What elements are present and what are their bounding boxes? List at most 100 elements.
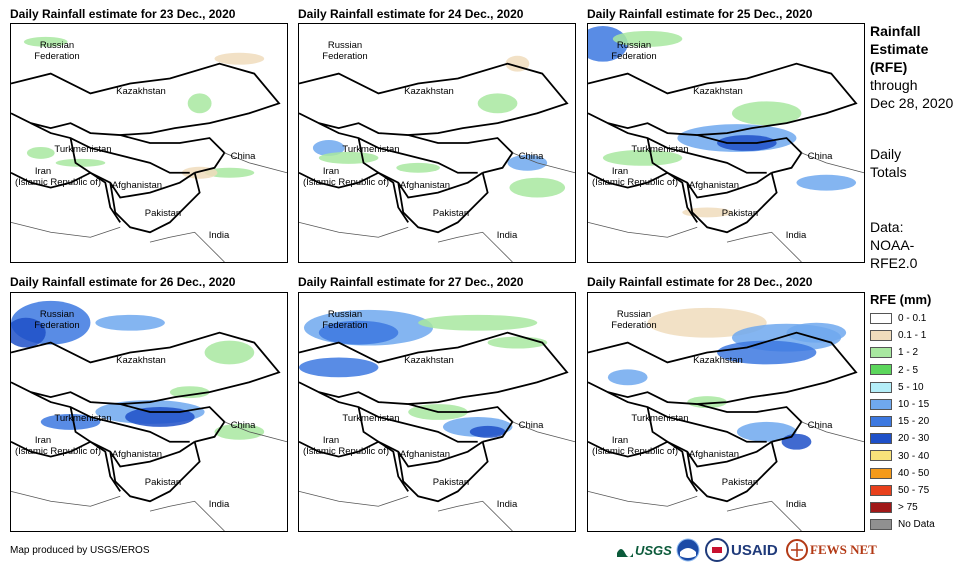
- map-label-russia-1: Russian: [616, 40, 652, 51]
- usgs-logo: USGS: [617, 537, 672, 563]
- map-label-turkmenistan: Turkmenistan: [54, 413, 112, 424]
- legend-swatch: [870, 398, 892, 410]
- map-label-russia-1: Russian: [327, 309, 363, 320]
- country-border: [299, 171, 409, 223]
- country-border: [299, 490, 409, 507]
- legend-label: 40 - 50: [898, 467, 930, 479]
- legend-item: 10 - 15: [870, 398, 929, 412]
- map-label-iran-2: (Islamic Republic of): [591, 177, 679, 188]
- map-label-china: China: [807, 420, 833, 431]
- legend-swatch: [870, 467, 892, 479]
- rainfall-patch: [318, 320, 399, 345]
- map-label-russia-2: Federation: [322, 320, 368, 331]
- map-label-india: India: [785, 230, 807, 241]
- country-border: [119, 403, 226, 443]
- country-border: [801, 152, 864, 174]
- country-border: [646, 137, 773, 199]
- map-label-iran-1: Iran: [322, 435, 340, 446]
- legend-item: 30 - 40: [870, 450, 929, 464]
- map-label-turkmenistan: Turkmenistan: [342, 144, 400, 155]
- country-border: [224, 152, 287, 174]
- map-label-russia-2: Federation: [611, 320, 657, 331]
- map-label-russia-1: Russian: [39, 40, 75, 51]
- map-label-afghanistan: Afghanistan: [688, 180, 740, 191]
- legend-label: 15 - 20: [898, 416, 930, 428]
- rainfall-patch: [204, 340, 255, 365]
- rainfall-patch: [11, 317, 46, 348]
- rainfall-patch: [214, 423, 265, 440]
- country-border: [69, 137, 196, 199]
- country-border: [11, 62, 281, 136]
- rainfall-patch: [607, 369, 648, 386]
- map-label-pakistan: Pakistan: [432, 208, 470, 219]
- legend-label: 0 - 0.1: [898, 313, 927, 324]
- side-title: Rainfall Estimate (RFE): [870, 23, 929, 75]
- rainfall-patch: [736, 421, 797, 442]
- rainfall-patch: [55, 158, 106, 167]
- fewsnet-logo: FEWS NET: [786, 537, 877, 563]
- legend-item: 5 - 10: [870, 381, 924, 395]
- country-border: [357, 137, 484, 199]
- panel-title-3: Daily Rainfall estimate for 25 Dec., 202…: [587, 7, 813, 21]
- map-label-iran-1: Iran: [611, 435, 629, 446]
- map-label-iran-2: (Islamic Republic of): [302, 446, 390, 457]
- rainfall-patch: [509, 177, 566, 198]
- country-border: [397, 441, 489, 503]
- rainfall-patch: [487, 336, 548, 349]
- map-label-india: India: [208, 230, 230, 241]
- usaid-seal: [705, 537, 729, 563]
- legend-item: 40 - 50: [870, 467, 929, 481]
- country-border: [357, 406, 484, 468]
- legend-item: 1 - 2: [870, 346, 918, 360]
- rainfall-patch: [687, 396, 727, 409]
- legend-swatch: [870, 519, 892, 531]
- country-border: [109, 441, 201, 503]
- map-label-russia-1: Russian: [39, 309, 75, 320]
- country-border: [437, 500, 513, 531]
- legend-title: RFE (mm): [870, 292, 932, 307]
- legend-item: 20 - 30: [870, 432, 929, 446]
- country-border: [224, 421, 287, 443]
- map-label-iran-2: (Islamic Republic of): [591, 446, 679, 457]
- panel-title-6: Daily Rainfall estimate for 28 Dec., 202…: [587, 275, 813, 289]
- legend-label: 2 - 5: [898, 364, 919, 376]
- map-label-turkmenistan: Turkmenistan: [631, 144, 689, 155]
- usaid-seal-icon: [705, 538, 729, 562]
- panel-title-2: Daily Rainfall estimate for 24 Dec., 202…: [298, 7, 524, 21]
- legend-item: 2 - 5: [870, 364, 918, 378]
- country-border: [607, 391, 767, 443]
- map-label-pakistan: Pakistan: [144, 208, 182, 219]
- country-border: [726, 500, 802, 531]
- legend-swatch: [870, 450, 892, 462]
- country-border: [588, 331, 858, 405]
- country-border: [588, 490, 698, 507]
- map-canvas: [11, 36, 287, 262]
- country-border: [646, 406, 773, 468]
- legend-label: No Data: [898, 519, 935, 531]
- side-totals: Totals: [870, 164, 907, 180]
- country-border: [149, 500, 225, 531]
- rainfall-patch: [40, 413, 101, 430]
- rainfall-patch: [169, 386, 210, 399]
- map-label-iran-2: (Islamic Republic of): [14, 177, 102, 188]
- side-through: through: [870, 77, 918, 93]
- map-canvas: [588, 307, 864, 531]
- map-label-russia-2: Federation: [34, 320, 80, 331]
- country-border: [299, 440, 409, 492]
- rainfall-patch: [23, 36, 68, 47]
- legend-label: 1 - 2: [898, 347, 919, 359]
- map-label-iran-1: Iran: [34, 166, 52, 177]
- rainfall-patch: [418, 314, 538, 331]
- legend-swatch: [870, 433, 892, 445]
- rainfall-patch: [786, 322, 847, 343]
- rainfall-patch: [612, 30, 683, 47]
- legend-label: > 75: [898, 502, 918, 514]
- map-label-kazakhstan: Kazakhstan: [116, 86, 166, 97]
- rainfall-patch: [507, 154, 548, 171]
- country-border: [407, 134, 514, 174]
- map-label-china: China: [807, 151, 833, 162]
- country-border: [512, 421, 575, 443]
- country-border: [299, 331, 569, 405]
- side-data-source-2: RFE2.0: [870, 255, 918, 271]
- rainfall-patch: [396, 162, 440, 173]
